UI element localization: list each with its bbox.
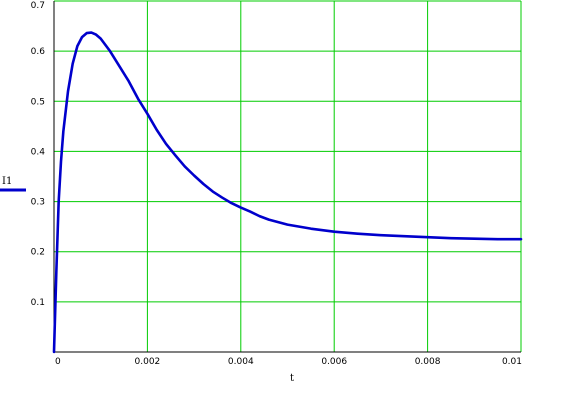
x-tick-label: 0 bbox=[55, 357, 61, 367]
y-tick-label: 0.1 bbox=[31, 298, 45, 308]
legend-label-i1: I1 bbox=[2, 176, 12, 187]
y-tick-label: 0.5 bbox=[31, 97, 45, 107]
legend: I1 bbox=[0, 176, 26, 192]
y-tick-label: 0.6 bbox=[31, 47, 46, 57]
y-tick-label: 0.3 bbox=[31, 198, 45, 208]
x-tick-label: 0.006 bbox=[321, 357, 347, 367]
series-line-i1 bbox=[52, 31, 523, 354]
x-tick-label: 0.002 bbox=[135, 357, 161, 367]
y-tick-label: 0.7 bbox=[31, 1, 45, 11]
x-axis-title: t bbox=[290, 373, 294, 384]
series-group bbox=[52, 31, 523, 354]
grid bbox=[54, 0, 522, 352]
x-tick-label: 0.004 bbox=[228, 357, 254, 367]
y-tick-label: 0.2 bbox=[31, 248, 45, 258]
tick-labels: 0 0.002 0.004 0.006 0.008 0.01 0.1 0.2 0.3 0.4 0.5… bbox=[31, 1, 522, 367]
x-tick-label: 0.008 bbox=[415, 357, 441, 367]
axes bbox=[53, 1, 521, 353]
x-tick-label: 0.01 bbox=[502, 357, 522, 367]
y-tick-label: 0.4 bbox=[31, 147, 46, 157]
